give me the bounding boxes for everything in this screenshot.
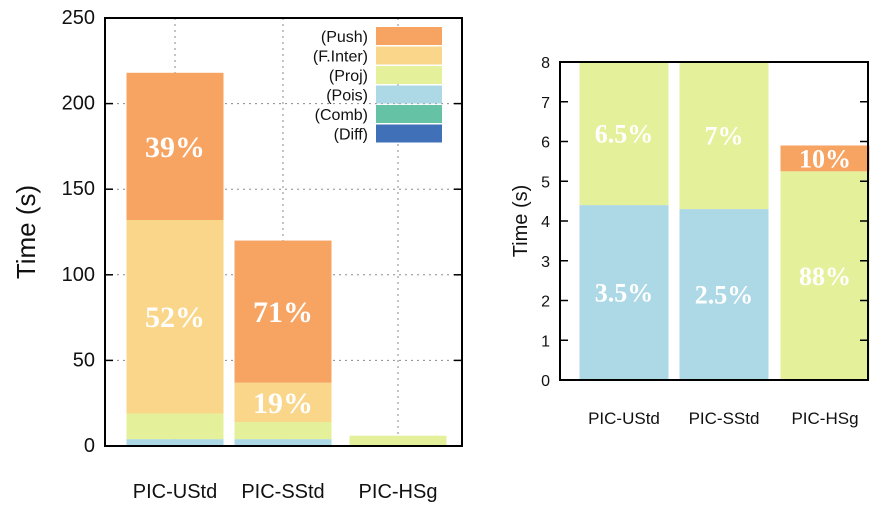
y-tick-label: 4: [541, 214, 550, 231]
plot-frame: [104, 17, 463, 447]
legend-label: (F.Inter): [313, 49, 368, 66]
y-tick-label: 50: [73, 349, 95, 371]
y-tick-label: 250: [62, 7, 95, 29]
y-tick-label: 2: [541, 294, 550, 311]
bar-segment-push: [126, 72, 224, 221]
x-category-label: PIC-SStd: [241, 481, 324, 503]
legend: (Push) (F.Inter) (Proj) (Pois) (Comb) (Diff): [313, 27, 442, 144]
bar-segment-f-inter: [126, 220, 224, 414]
x-category-label: PIC-UStd: [133, 481, 217, 503]
legend-label: (Diff): [334, 127, 368, 144]
bar-percent-label: 39%: [145, 131, 205, 164]
bar-segment-pois: [126, 439, 224, 446]
bar-segment-proj: [780, 171, 870, 380]
bar-percent-label: 6.5%: [595, 120, 654, 149]
bar-percent-label: 7%: [705, 122, 744, 151]
chart-panel-2: 6.5% 3.5% 7% 2.5% 10% 88% 0 1 2 3 4 5 6 7 8 PIC-UStd PIC…: [510, 55, 870, 428]
legend-label: (Push): [321, 29, 368, 46]
bar-percent-label: 3.5%: [595, 279, 654, 308]
bar-segment-proj: [234, 422, 332, 440]
legend-swatch: [376, 105, 442, 123]
legend-swatch: [376, 85, 442, 104]
bar-percent-label: 88%: [799, 262, 851, 291]
bar-percent-label: 52%: [145, 301, 205, 334]
y-tick-label: 1: [541, 333, 550, 350]
bar-segment-proj: [349, 435, 447, 446]
x-category-label: PIC-HSg: [359, 481, 438, 503]
y-tick-label: 6: [541, 135, 550, 152]
legend-swatch: [376, 46, 442, 65]
bar-segment-pois: [679, 209, 769, 380]
legend-label: (Comb): [315, 107, 368, 124]
y-tick-label: 0: [541, 373, 550, 390]
bar-segment-push: [780, 145, 870, 172]
x-category-label: PIC-SStd: [689, 409, 760, 428]
legend-swatch: [376, 27, 442, 45]
chart-panel-1: 39% 52% 71% 19% 0 50 100 150 200 250 PIC-UStd PIC-S…: [11, 7, 463, 503]
x-category-label: PIC-UStd: [588, 409, 660, 428]
y-tick-label: 200: [62, 93, 95, 115]
bar-segment-f-inter: [234, 382, 332, 423]
bar-segment-proj: [679, 62, 769, 210]
bar-percent-label: 2.5%: [695, 281, 754, 310]
bar-percent-label: 71%: [253, 296, 313, 329]
y-tick-label: 150: [62, 178, 95, 200]
bar-percent-label: 10%: [799, 144, 851, 173]
legend-swatch: [376, 124, 442, 143]
y-tick-label: 8: [541, 55, 550, 72]
legend-swatch: [376, 66, 442, 84]
bar-segment-pois: [234, 439, 332, 446]
y-tick-label: 7: [541, 95, 550, 112]
y-tick-label: 100: [62, 264, 95, 286]
bar-percent-label: 19%: [253, 387, 313, 420]
y-tick-label: 3: [541, 254, 550, 271]
legend-label: (Proj): [329, 68, 368, 85]
y-axis-title: Time (s): [11, 185, 41, 279]
y-tick-label: 0: [84, 435, 95, 457]
y-axis-title: Time (s): [510, 185, 532, 258]
legend-label: (Pois): [326, 88, 368, 105]
bar-segment-pois: [579, 205, 669, 380]
bar-segment-push: [234, 240, 332, 383]
bar-segment-proj: [579, 62, 669, 206]
x-category-label: PIC-HSg: [791, 409, 858, 428]
y-tick-label: 5: [541, 174, 550, 191]
bar-segment-proj: [126, 413, 224, 440]
